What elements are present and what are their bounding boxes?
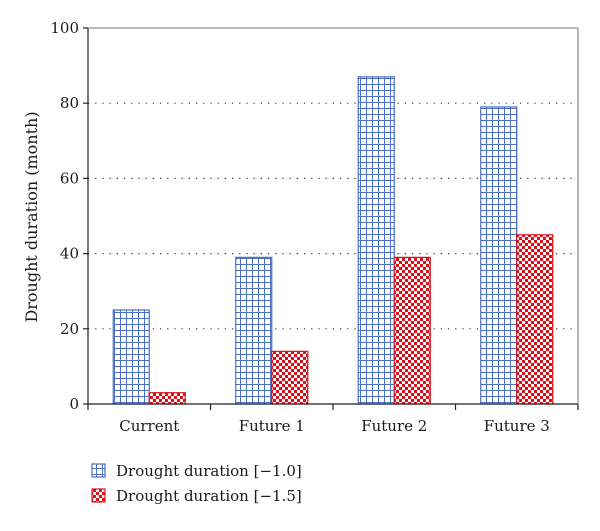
bar-series-2-future-2 — [393, 256, 431, 405]
axes — [87, 27, 579, 405]
x-tick-label: Future 2 — [361, 417, 427, 435]
legend: Drought duration [−1.0] Drought duration … — [91, 462, 302, 505]
x-tick-labels: Current Future 1 Future 2 Future 3 — [87, 404, 579, 435]
y-tick-label: 40 — [60, 245, 79, 263]
bar-series-2-future-1 — [271, 350, 309, 405]
y-tick-label: 100 — [50, 19, 79, 37]
y-tick-labels: 0 20 40 60 80 100 — [50, 19, 88, 413]
x-tick-label: Future 1 — [239, 417, 305, 435]
bar-series-1-current — [112, 309, 150, 405]
bars — [112, 76, 554, 405]
bar-series-1-future-1 — [235, 256, 273, 405]
x-tick-label: Future 3 — [484, 417, 550, 435]
legend-label: Drought duration [−1.5] — [116, 487, 302, 505]
bar-series-1-future-3 — [480, 106, 518, 405]
bar-series-2-future-3 — [516, 234, 554, 405]
legend-swatch — [91, 463, 106, 478]
y-axis-label: Drought duration (month) — [22, 111, 41, 322]
legend-label: Drought duration [−1.0] — [116, 462, 302, 480]
y-tick-label: 80 — [60, 94, 79, 112]
bar-series-2-current — [148, 392, 186, 405]
y-tick-label: 60 — [60, 169, 79, 187]
y-tick-label: 20 — [60, 320, 79, 338]
gridlines — [88, 102, 578, 330]
y-tick-label: 0 — [69, 395, 79, 413]
bar-series-1-future-2 — [357, 76, 395, 405]
x-tick-label: Current — [119, 417, 179, 435]
legend-swatch — [91, 488, 106, 503]
